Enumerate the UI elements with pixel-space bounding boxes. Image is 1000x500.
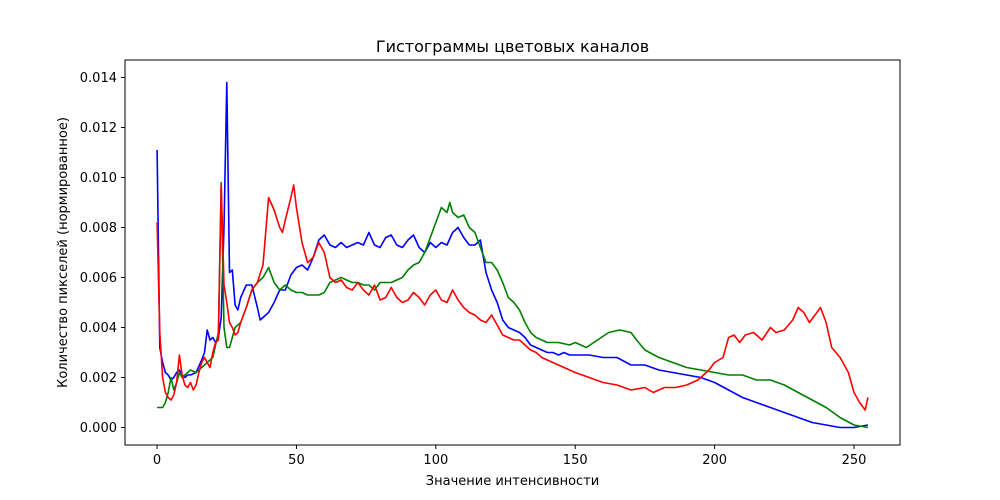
x-tick-label: 200: [702, 453, 727, 468]
y-axis-ticks: 0.000 0.002 0.004 0.006 0.008 0.010 0.012 0.014: [80, 71, 125, 436]
x-tick-label: 0: [153, 453, 161, 468]
x-axis-ticks: 0 50 100 150 200 250: [153, 445, 866, 468]
x-tick-label: 100: [423, 453, 448, 468]
chart-title: Гистограммы цветовых каналов: [376, 37, 649, 56]
y-tick-label: 0.002: [80, 371, 117, 386]
y-tick-label: 0.006: [80, 271, 117, 286]
x-tick-label: 50: [288, 453, 305, 468]
y-tick-label: 0.014: [80, 71, 117, 86]
y-tick-label: 0.004: [80, 321, 117, 336]
x-axis-label: Значение интенсивности: [426, 474, 599, 489]
series-line-3: [156, 184, 869, 411]
series-line-1: [156, 81, 869, 429]
plot-frame: [124, 59, 901, 446]
x-tick-label: 150: [563, 453, 588, 468]
y-tick-label: 0.000: [80, 421, 117, 436]
y-tick-label: 0.012: [80, 121, 117, 136]
series-lines: [156, 81, 869, 429]
y-tick-label: 0.010: [80, 171, 117, 186]
x-tick-label: 250: [842, 453, 867, 468]
y-axis-label: Количество пикселей (нормированное): [56, 117, 71, 388]
y-tick-label: 0.008: [80, 221, 117, 236]
